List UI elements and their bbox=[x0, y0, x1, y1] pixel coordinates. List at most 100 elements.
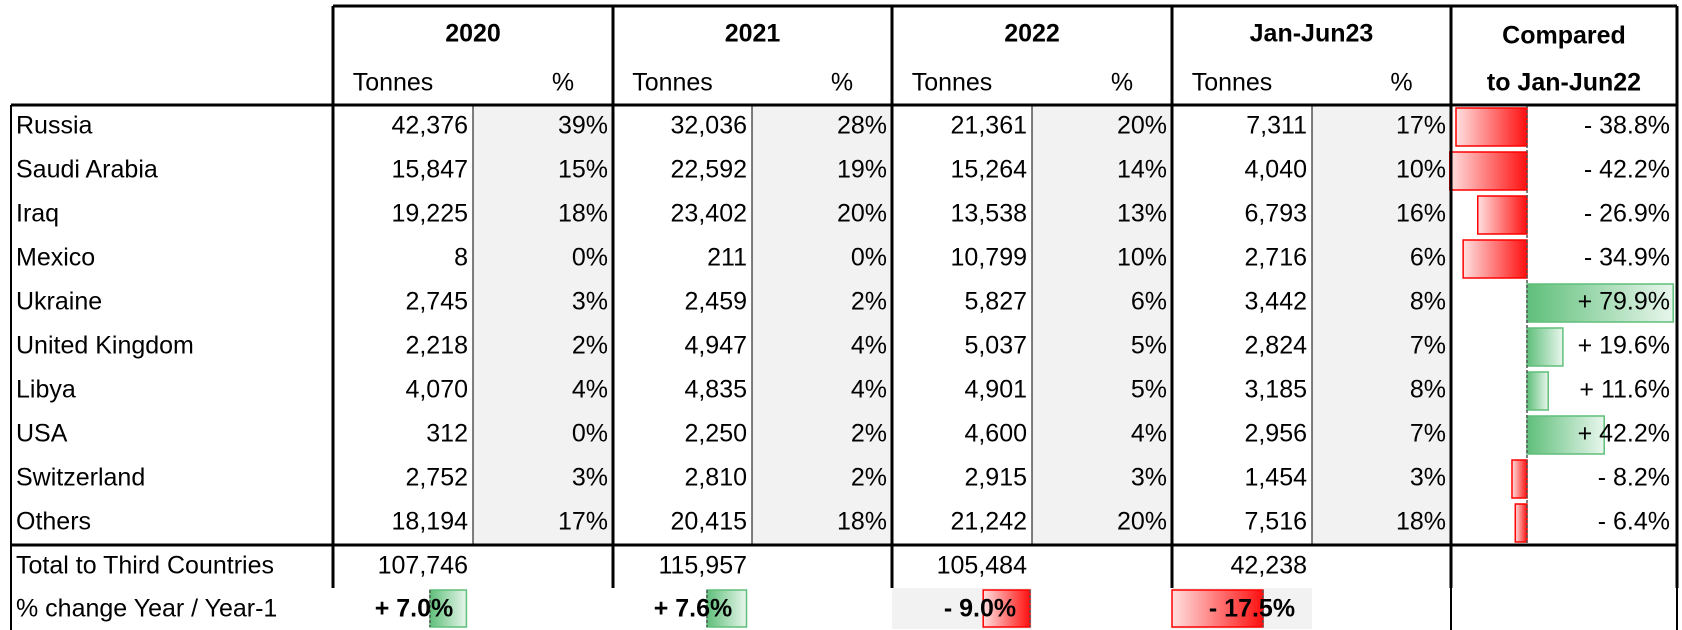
cell: 28% bbox=[837, 112, 887, 140]
data-bar bbox=[1526, 327, 1564, 367]
row-label: United Kingdom bbox=[16, 332, 194, 360]
cell: 2,716 bbox=[1244, 244, 1307, 272]
data-bar bbox=[1526, 415, 1605, 455]
cell: 17% bbox=[558, 508, 608, 536]
cell: 20% bbox=[1117, 508, 1167, 536]
group-header: 2022 bbox=[1004, 20, 1060, 48]
cell: 3% bbox=[572, 464, 608, 492]
change-label: + 42.2% bbox=[1578, 420, 1670, 448]
cell: 39% bbox=[558, 112, 608, 140]
change-label: - 34.9% bbox=[1584, 244, 1670, 272]
yoy-label: + 7.0% bbox=[375, 595, 454, 623]
row-label: Saudi Arabia bbox=[16, 156, 158, 184]
group-header: 2020 bbox=[445, 20, 501, 48]
group-header: 2021 bbox=[725, 20, 781, 48]
row-label: Others bbox=[16, 508, 91, 536]
row-label: Libya bbox=[16, 376, 76, 404]
cell: 107,746 bbox=[378, 552, 468, 580]
data-bar bbox=[429, 589, 468, 628]
cell: 4,947 bbox=[684, 332, 747, 360]
cell: 2,810 bbox=[684, 464, 747, 492]
cell: 21,361 bbox=[951, 112, 1027, 140]
cell: 115,957 bbox=[658, 552, 747, 580]
data-bar bbox=[1171, 589, 1264, 628]
cell: 20% bbox=[1117, 112, 1167, 140]
cell: 2% bbox=[851, 288, 887, 316]
cell: 3,442 bbox=[1244, 288, 1307, 316]
cell: 2,250 bbox=[684, 420, 747, 448]
cell: 2,824 bbox=[1244, 332, 1307, 360]
shade bbox=[752, 105, 892, 545]
cell: 3% bbox=[572, 288, 608, 316]
data-bar bbox=[1511, 459, 1528, 499]
cell: 10% bbox=[1396, 156, 1446, 184]
cell: 32,036 bbox=[671, 112, 747, 140]
cell: 4% bbox=[851, 376, 887, 404]
cell: 8% bbox=[1410, 288, 1446, 316]
cell: 1,454 bbox=[1244, 464, 1307, 492]
cell: 2,745 bbox=[405, 288, 468, 316]
sub-header: % bbox=[1390, 69, 1412, 97]
cell: 42,238 bbox=[1231, 552, 1307, 580]
row-label: USA bbox=[16, 420, 68, 448]
cell: 0% bbox=[572, 420, 608, 448]
cell: 18,194 bbox=[392, 508, 469, 536]
sub-header: Tonnes bbox=[1192, 69, 1273, 97]
yoy-label: + 7.6% bbox=[654, 595, 733, 623]
data-bar bbox=[1462, 239, 1528, 279]
sub-header: Tonnes bbox=[632, 69, 713, 97]
cell: 2,459 bbox=[684, 288, 747, 316]
yoy-label: - 9.0% bbox=[944, 595, 1016, 623]
data-bar bbox=[1526, 371, 1549, 411]
cell: 17% bbox=[1396, 112, 1446, 140]
cell: 312 bbox=[426, 420, 468, 448]
cell: 15,264 bbox=[951, 156, 1028, 184]
cell: 6% bbox=[1131, 288, 1167, 316]
cell: 5% bbox=[1131, 332, 1167, 360]
cell: 8% bbox=[1410, 376, 1446, 404]
cell: 4,070 bbox=[405, 376, 468, 404]
cell: 3,185 bbox=[1244, 376, 1307, 404]
cell: 0% bbox=[572, 244, 608, 272]
cell: 18% bbox=[1396, 508, 1446, 536]
data-bar bbox=[1477, 195, 1528, 235]
cell: 2,956 bbox=[1244, 420, 1307, 448]
cell: 4,901 bbox=[964, 376, 1027, 404]
change-label: - 26.9% bbox=[1584, 200, 1670, 228]
cell: 21,242 bbox=[951, 508, 1027, 536]
shade bbox=[473, 105, 613, 545]
row-label: Russia bbox=[16, 112, 93, 140]
row-label: Ukraine bbox=[16, 288, 102, 316]
cell: 0% bbox=[851, 244, 887, 272]
data-bar bbox=[1526, 283, 1674, 323]
cell: 13% bbox=[1117, 200, 1167, 228]
cell: 23,402 bbox=[671, 200, 747, 228]
cell: 5,037 bbox=[964, 332, 1027, 360]
row-label: Switzerland bbox=[16, 464, 145, 492]
cell: 6% bbox=[1410, 244, 1446, 272]
cell: 2% bbox=[851, 464, 887, 492]
data-bar bbox=[1514, 503, 1528, 543]
cell: 5% bbox=[1131, 376, 1167, 404]
cell: 15,847 bbox=[392, 156, 468, 184]
sub-header: Tonnes bbox=[912, 69, 993, 97]
cell: 22,592 bbox=[671, 156, 747, 184]
cell: 14% bbox=[1117, 156, 1167, 184]
cell: 2% bbox=[851, 420, 887, 448]
change-label: - 8.2% bbox=[1598, 464, 1670, 492]
cell: 3% bbox=[1131, 464, 1167, 492]
change-label: - 6.4% bbox=[1598, 508, 1670, 536]
change-label: + 19.6% bbox=[1578, 332, 1670, 360]
group-header: Jan-Jun23 bbox=[1250, 20, 1374, 48]
shade bbox=[1312, 105, 1451, 545]
cell: 7,516 bbox=[1244, 508, 1307, 536]
cell: 42,376 bbox=[392, 112, 468, 140]
data-bar bbox=[1449, 151, 1528, 191]
cell: 7% bbox=[1410, 420, 1446, 448]
cell: 2% bbox=[572, 332, 608, 360]
compared-header: Compared bbox=[1502, 22, 1626, 50]
cell: 7,311 bbox=[1246, 112, 1307, 140]
cell: 5,827 bbox=[964, 288, 1027, 316]
cell: 20,415 bbox=[671, 508, 747, 536]
